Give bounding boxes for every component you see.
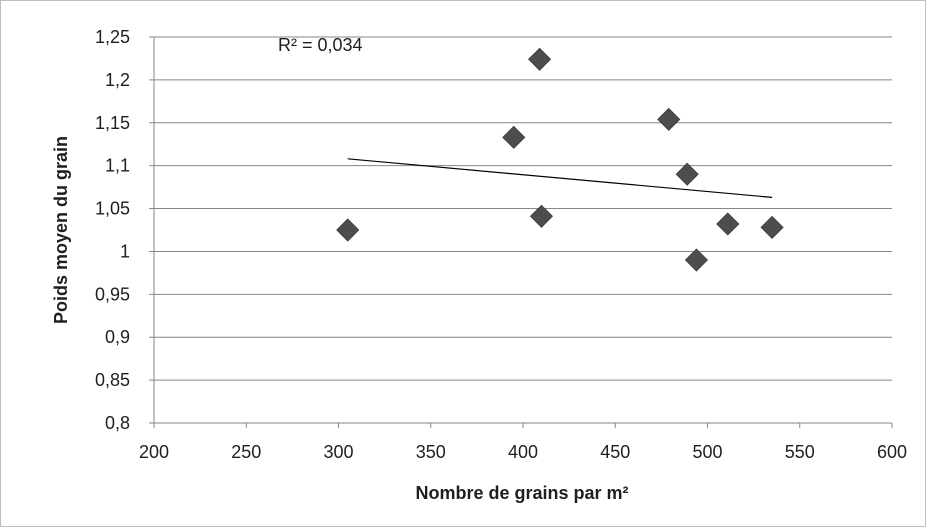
y-tick-label: 1: [120, 241, 130, 261]
y-axis-title: Poids moyen du grain: [51, 136, 71, 324]
r-squared-annotation: R² = 0,034: [278, 35, 363, 55]
y-tick-label: 0,8: [105, 413, 130, 433]
trendline-layer: [347, 158, 773, 199]
y-tick-label: 1,05: [95, 199, 130, 219]
x-axis-title: Nombre de grains par m²: [415, 483, 628, 503]
x-tick-label: 200: [139, 442, 169, 462]
y-tick-label: 1,25: [95, 27, 130, 47]
data-point: [528, 47, 552, 71]
x-tick-label: 450: [600, 442, 630, 462]
y-tick-label: 0,9: [105, 327, 130, 347]
data-point: [529, 204, 554, 228]
x-tick-label: 550: [785, 442, 815, 462]
axes: 1,25 1,2 1,15 1,1 1,05 1 0,95 0,9 0,85 0,8 200 250 3…: [95, 27, 907, 462]
y-tick-label: 1,2: [105, 70, 130, 90]
gridlines: [154, 36, 892, 424]
trendline: [347, 158, 773, 199]
labels-layer: R² = 0,034 Nombre de grains par m² Poids…: [51, 35, 629, 503]
x-tick-label: 400: [508, 442, 538, 462]
data-point: [657, 107, 681, 131]
x-tick-label: 350: [416, 442, 446, 462]
y-tick-label: 1,1: [105, 156, 130, 176]
x-tick-label: 600: [877, 442, 907, 462]
x-tick-label: 250: [231, 442, 261, 462]
x-tick-label: 300: [323, 442, 353, 462]
data-point: [675, 162, 699, 186]
data-point: [336, 218, 360, 242]
y-tick-label: 0,85: [95, 370, 130, 390]
y-tick-label: 0,95: [95, 284, 130, 304]
data-point: [502, 125, 526, 149]
data-point: [684, 248, 708, 272]
data-point: [716, 212, 740, 236]
data-point: [760, 215, 784, 239]
y-tick-label: 1,15: [95, 113, 130, 133]
x-tick-label: 500: [692, 442, 722, 462]
data-points: [336, 47, 784, 272]
